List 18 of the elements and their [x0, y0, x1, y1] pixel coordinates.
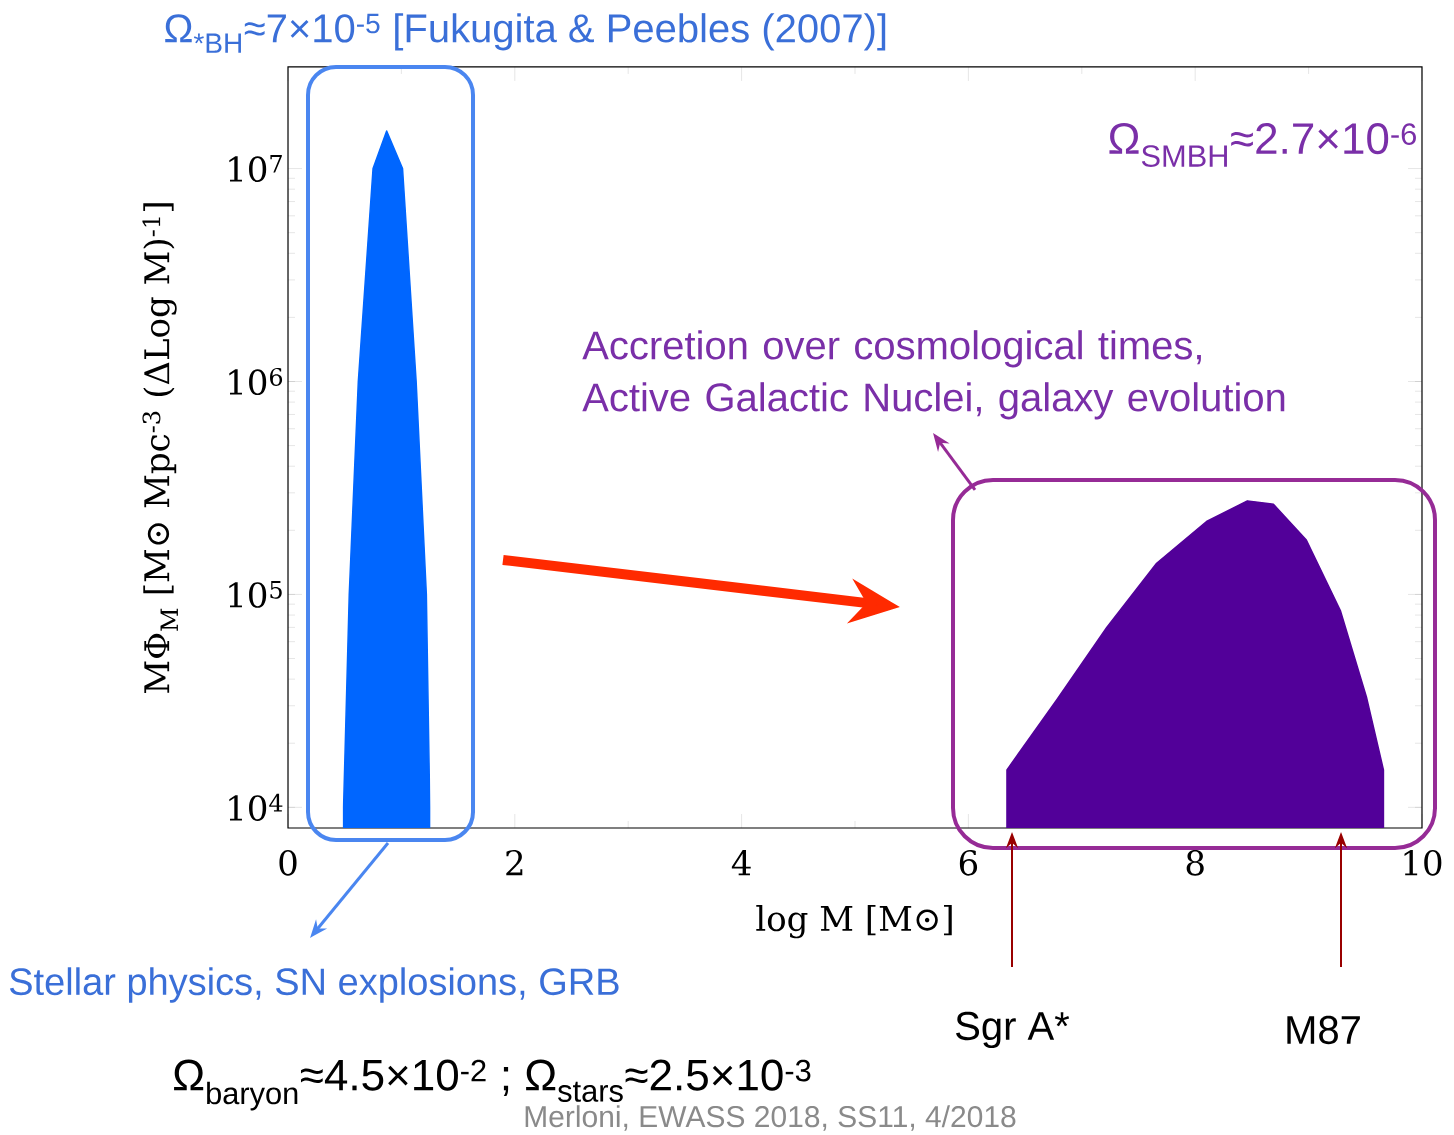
x-axis-title: log M [M⊙] — [756, 904, 952, 939]
chart-title: Ω$_{*BH}$≈7×10$^{-5}$ [Fukugita & Peebles (2007)] — [165, 13, 886, 53]
annotation: Accretion over cosmological times, Active Galactic Nuclei, galaxy evolution — [582, 330, 1285, 420]
x-tick-label: 4 — [731, 849, 751, 876]
x-tick-label: 10 — [1404, 849, 1442, 876]
text: Stellar physics, SN explosions, GRB — [9, 967, 619, 1003]
text: Sgr A* — [956, 1011, 1070, 1049]
y-tick-label: 10$^{5}$ — [229, 580, 282, 608]
x-tick-label: 6 — [959, 849, 978, 876]
x-tick-label: 8 — [1186, 849, 1204, 876]
annotation: Ω$_{SMBH}$≈2.7×10$^{-6}$ — [1109, 123, 1416, 167]
y-axis-title: MΦ$_{M}$ [M⊙ Mpc$^{-3}$ (ΔLog M)$^{-1}$] — [142, 203, 178, 693]
y-tick-label: 10$^{4}$ — [229, 793, 283, 821]
y-tick-label: 10$^{6}$ — [229, 367, 283, 396]
y-tick-label: 10$^{7}$ — [229, 155, 282, 182]
x-tick-label: 2 — [506, 849, 523, 876]
x-tick-label: 0 — [279, 849, 297, 876]
text: M87 — [1287, 1015, 1360, 1045]
